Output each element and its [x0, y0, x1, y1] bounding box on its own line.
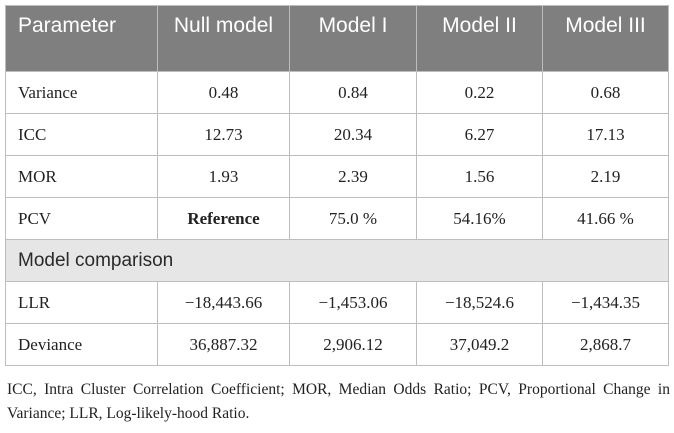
- table-cell: 12.73: [157, 113, 290, 156]
- table-row-pcv: PCV Reference 75.0 % 54.16% 41.66 %: [5, 197, 669, 240]
- header-null-model: Null model: [157, 5, 290, 72]
- table-cell: 75.0 %: [289, 197, 417, 240]
- table-cell: 2.39: [289, 155, 417, 198]
- header-parameter: Parameter: [5, 5, 158, 72]
- table-cell: 20.34: [289, 113, 417, 156]
- table-cell: −1,453.06: [289, 281, 417, 324]
- table-row-icc: ICC 12.73 20.34 6.27 17.13: [5, 113, 669, 156]
- model-comparison-table: Parameter Null model Model I Model II Mo…: [5, 5, 669, 366]
- table-cell: 2,906.12: [289, 323, 417, 366]
- table-cell: 0.48: [157, 71, 290, 114]
- table-cell: −18,524.6: [416, 281, 543, 324]
- table-cell: 6.27: [416, 113, 543, 156]
- row-label: Deviance: [5, 323, 158, 366]
- table-cell: 37,049.2: [416, 323, 543, 366]
- row-label: PCV: [5, 197, 158, 240]
- table-cell: −18,443.66: [157, 281, 290, 324]
- table-row-variance: Variance 0.48 0.84 0.22 0.68: [5, 71, 669, 114]
- table-cell: 0.84: [289, 71, 417, 114]
- section-heading: Model comparison: [5, 239, 669, 282]
- reference-cell: Reference: [157, 197, 290, 240]
- table-cell: 2,868.7: [542, 323, 669, 366]
- table-container: Parameter Null model Model I Model II Mo…: [5, 5, 670, 426]
- table-cell: 54.16%: [416, 197, 543, 240]
- table-cell: 1.93: [157, 155, 290, 198]
- row-label: Variance: [5, 71, 158, 114]
- table-cell: 0.22: [416, 71, 543, 114]
- section-row: Model comparison: [5, 239, 669, 282]
- table-row-mor: MOR 1.93 2.39 1.56 2.19: [5, 155, 669, 198]
- table-cell: 0.68: [542, 71, 669, 114]
- header-row: Parameter Null model Model I Model II Mo…: [5, 5, 669, 72]
- header-model-iii: Model III: [542, 5, 669, 72]
- table-cell: 17.13: [542, 113, 669, 156]
- table-cell: 2.19: [542, 155, 669, 198]
- table-row-llr: LLR −18,443.66 −1,453.06 −18,524.6 −1,43…: [5, 281, 669, 324]
- table-cell: 41.66 %: [542, 197, 669, 240]
- table-cell: 36,887.32: [157, 323, 290, 366]
- header-model-i: Model I: [289, 5, 417, 72]
- table-row-deviance: Deviance 36,887.32 2,906.12 37,049.2 2,8…: [5, 323, 669, 366]
- table-footnote: ICC, Intra Cluster Correlation Coefficie…: [7, 381, 670, 422]
- table-cell: −1,434.35: [542, 281, 669, 324]
- row-label: ICC: [5, 113, 158, 156]
- row-label: MOR: [5, 155, 158, 198]
- header-model-ii: Model II: [416, 5, 543, 72]
- row-label: LLR: [5, 281, 158, 324]
- table-cell: 1.56: [416, 155, 543, 198]
